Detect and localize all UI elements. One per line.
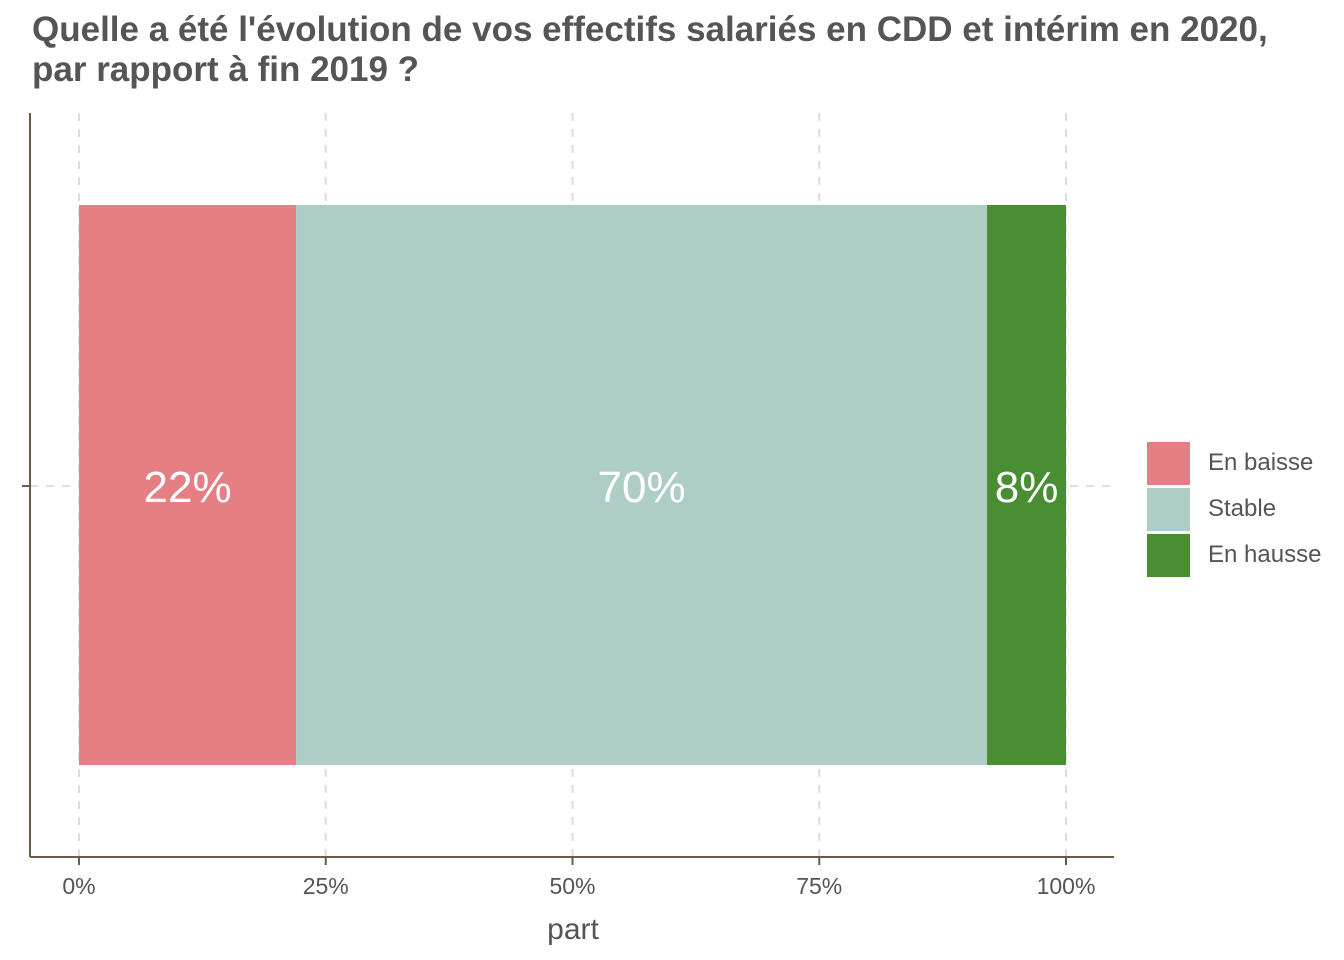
x-tick-label: 0%	[62, 873, 95, 899]
legend-swatch	[1147, 441, 1190, 485]
x-tick-label: 50%	[549, 873, 595, 899]
chart-title: Quelle a été l'évolution de vos effectif…	[32, 10, 1268, 89]
legend-swatch	[1147, 487, 1190, 531]
bar-value-label: 22%	[144, 463, 232, 512]
legend-item: Stable	[1147, 486, 1321, 532]
legend: En baisse Stable En hausse	[1147, 440, 1321, 578]
legend-label: Stable	[1208, 495, 1277, 522]
bar-segment	[296, 205, 988, 765]
legend-swatch	[1147, 533, 1190, 577]
legend-item: En hausse	[1147, 532, 1321, 578]
x-tick-label: 100%	[1037, 873, 1096, 899]
x-axis-label: part	[547, 913, 599, 946]
bars	[79, 205, 1066, 765]
legend-label: En baisse	[1208, 449, 1314, 476]
x-tick-label: 25%	[303, 873, 349, 899]
bar-segment	[987, 205, 1066, 765]
bar-segment	[79, 205, 297, 765]
x-axis-ticks: 0% 25% 50% 75% 100%	[62, 857, 1095, 899]
legend-item: En baisse	[1147, 440, 1321, 486]
data-labels: 22% 70% 8%	[144, 463, 1059, 512]
bar-value-label: 70%	[598, 463, 686, 512]
bar-value-label: 8%	[995, 463, 1059, 512]
x-tick-label: 75%	[796, 873, 842, 899]
legend-label: En hausse	[1208, 541, 1322, 568]
